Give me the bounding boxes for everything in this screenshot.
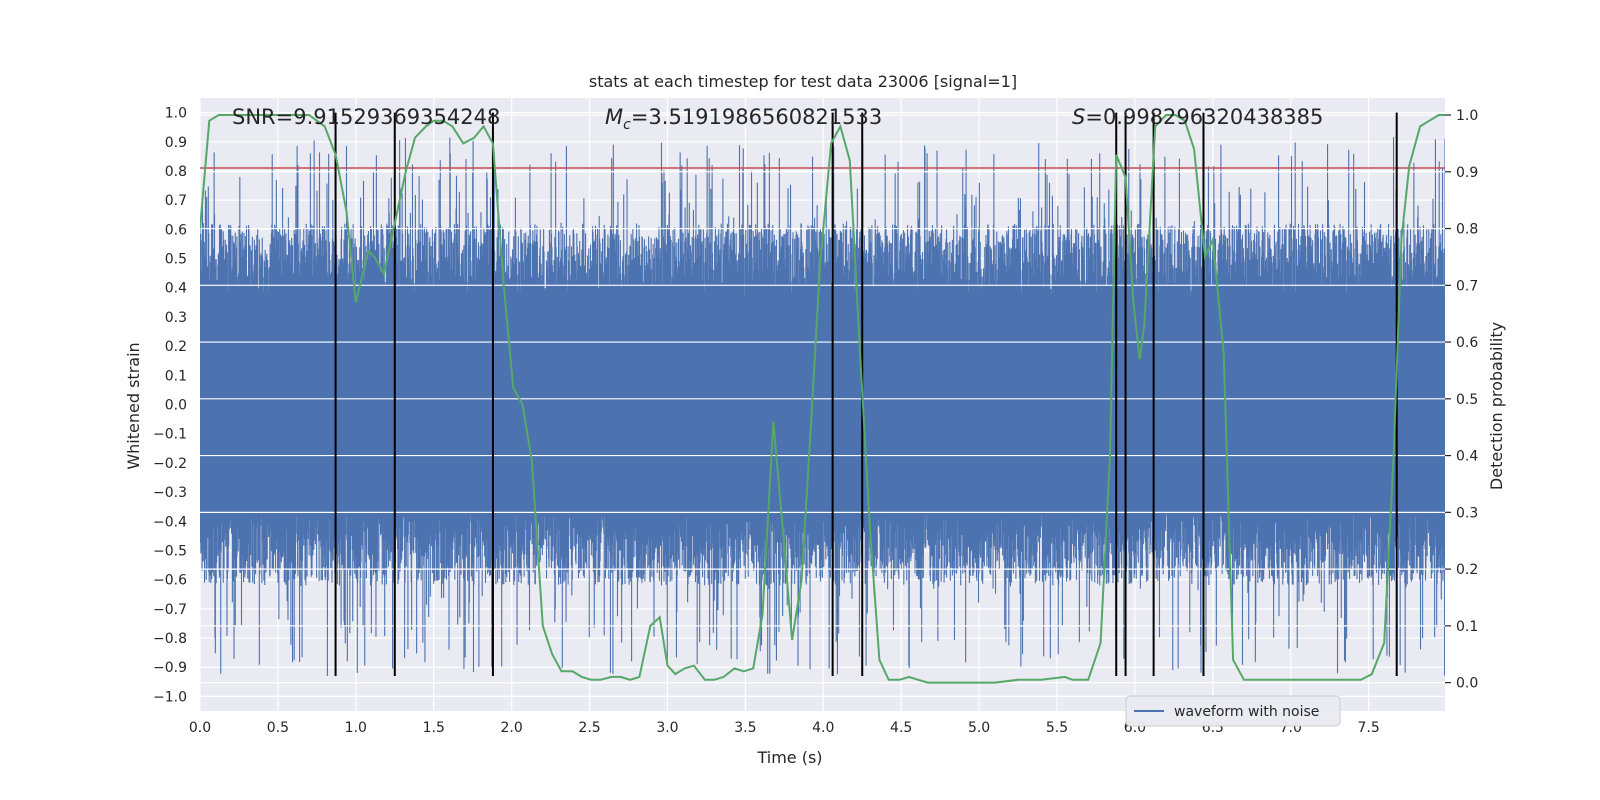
x-tick-label: 1.0 <box>345 720 367 736</box>
y-axis-ticks: 1.0 0.9 0.8 0.7 0.6 0.5 0.4 0.3 0.2 0.1 0.0 −0.1 −0.… <box>153 106 187 706</box>
x-axis-label: Time (s) <box>756 748 822 767</box>
y-tick-label: −0.1 <box>153 427 187 443</box>
y2-tick-label: 0.4 <box>1456 449 1478 465</box>
y-tick-label: 0.2 <box>165 339 187 355</box>
y-tick-label: −0.7 <box>153 602 187 618</box>
x-tick-label: 5.0 <box>968 720 990 736</box>
y-tick-label: −0.6 <box>153 573 187 589</box>
y-tick-label: 1.0 <box>165 106 187 122</box>
y2-tick-label: 0.7 <box>1456 278 1478 294</box>
legend-label: waveform with noise <box>1174 704 1319 720</box>
right-axis-gridlines <box>200 114 1445 684</box>
y2-axis-label: Detection probability <box>1487 322 1506 490</box>
x-tick-label: 4.0 <box>812 720 834 736</box>
y-tick-label: −1.0 <box>153 689 187 705</box>
chirp-mass-symbol: M <box>605 105 623 129</box>
probability-series <box>200 114 1445 684</box>
y-tick-label: 0.6 <box>165 222 187 238</box>
s-annotation: S=0.998296320438385 <box>1072 105 1323 129</box>
y-tick-label: 0.3 <box>165 310 187 326</box>
x-tick-label: 2.0 <box>501 720 523 736</box>
legend-box <box>1125 695 1341 727</box>
y2-tick-label: 0.8 <box>1456 222 1478 238</box>
waveform-core <box>200 296 1445 513</box>
y2-axis-ticks: 1.0 0.9 0.8 0.7 0.6 0.5 0.4 0.3 0.2 0.1 0.0 <box>1445 108 1478 692</box>
x-tick-label: 0.5 <box>267 720 289 736</box>
chart-title: stats at each timestep for test data 230… <box>589 72 1017 91</box>
x-tick-label: 0.0 <box>189 720 211 736</box>
x-tick-label: 5.5 <box>1046 720 1068 736</box>
y-tick-label: −0.2 <box>153 456 187 472</box>
y-tick-label: −0.5 <box>153 543 187 559</box>
y2-tick-label: 0.3 <box>1456 505 1478 521</box>
y2-tick-label: 0.0 <box>1456 676 1478 692</box>
y-tick-label: 0.1 <box>165 368 187 384</box>
y-tick-label: 0.9 <box>165 135 187 151</box>
s-value: =0.998296320438385 <box>1085 105 1323 129</box>
legend: waveform with noise <box>1125 695 1341 727</box>
y-tick-label: 0.0 <box>165 398 187 414</box>
chirp-mass-value: =3.5191986560821533 <box>631 105 882 129</box>
s-symbol: S <box>1072 105 1085 129</box>
x-tick-label: 1.5 <box>423 720 445 736</box>
y-tick-label: −0.8 <box>153 631 187 647</box>
y-tick-label: −0.4 <box>153 514 187 530</box>
y-tick-label: 0.8 <box>165 164 187 180</box>
y2-tick-label: 0.6 <box>1456 335 1478 351</box>
plot-content <box>200 112 1445 684</box>
chirp-mass-subscript: c <box>623 117 631 133</box>
x-tick-label: 3.0 <box>656 720 678 736</box>
y-tick-label: 0.5 <box>165 252 187 268</box>
x-tick-label: 7.5 <box>1358 720 1380 736</box>
y-tick-label: 0.4 <box>165 281 187 297</box>
x-tick-label: 3.5 <box>734 720 756 736</box>
snr-annotation: SNR=9.91529369354248 <box>232 105 500 129</box>
chirp-mass-annotation: Mc=3.5191986560821533 <box>605 105 882 133</box>
y2-tick-label: 0.1 <box>1456 619 1478 635</box>
y-tick-label: −0.3 <box>153 485 187 501</box>
x-tick-label: 2.5 <box>578 720 600 736</box>
y2-tick-label: 1.0 <box>1456 108 1478 124</box>
y2-tick-label: 0.9 <box>1456 165 1478 181</box>
y2-tick-label: 0.2 <box>1456 562 1478 578</box>
y-tick-label: −0.9 <box>153 660 187 676</box>
y-axis-label: Whitened strain <box>124 342 143 469</box>
y-tick-label: 0.7 <box>165 193 187 209</box>
y2-tick-label: 0.5 <box>1456 392 1478 408</box>
waveform-series <box>200 137 1445 676</box>
marker-lines <box>334 112 1398 676</box>
x-tick-label: 4.5 <box>890 720 912 736</box>
